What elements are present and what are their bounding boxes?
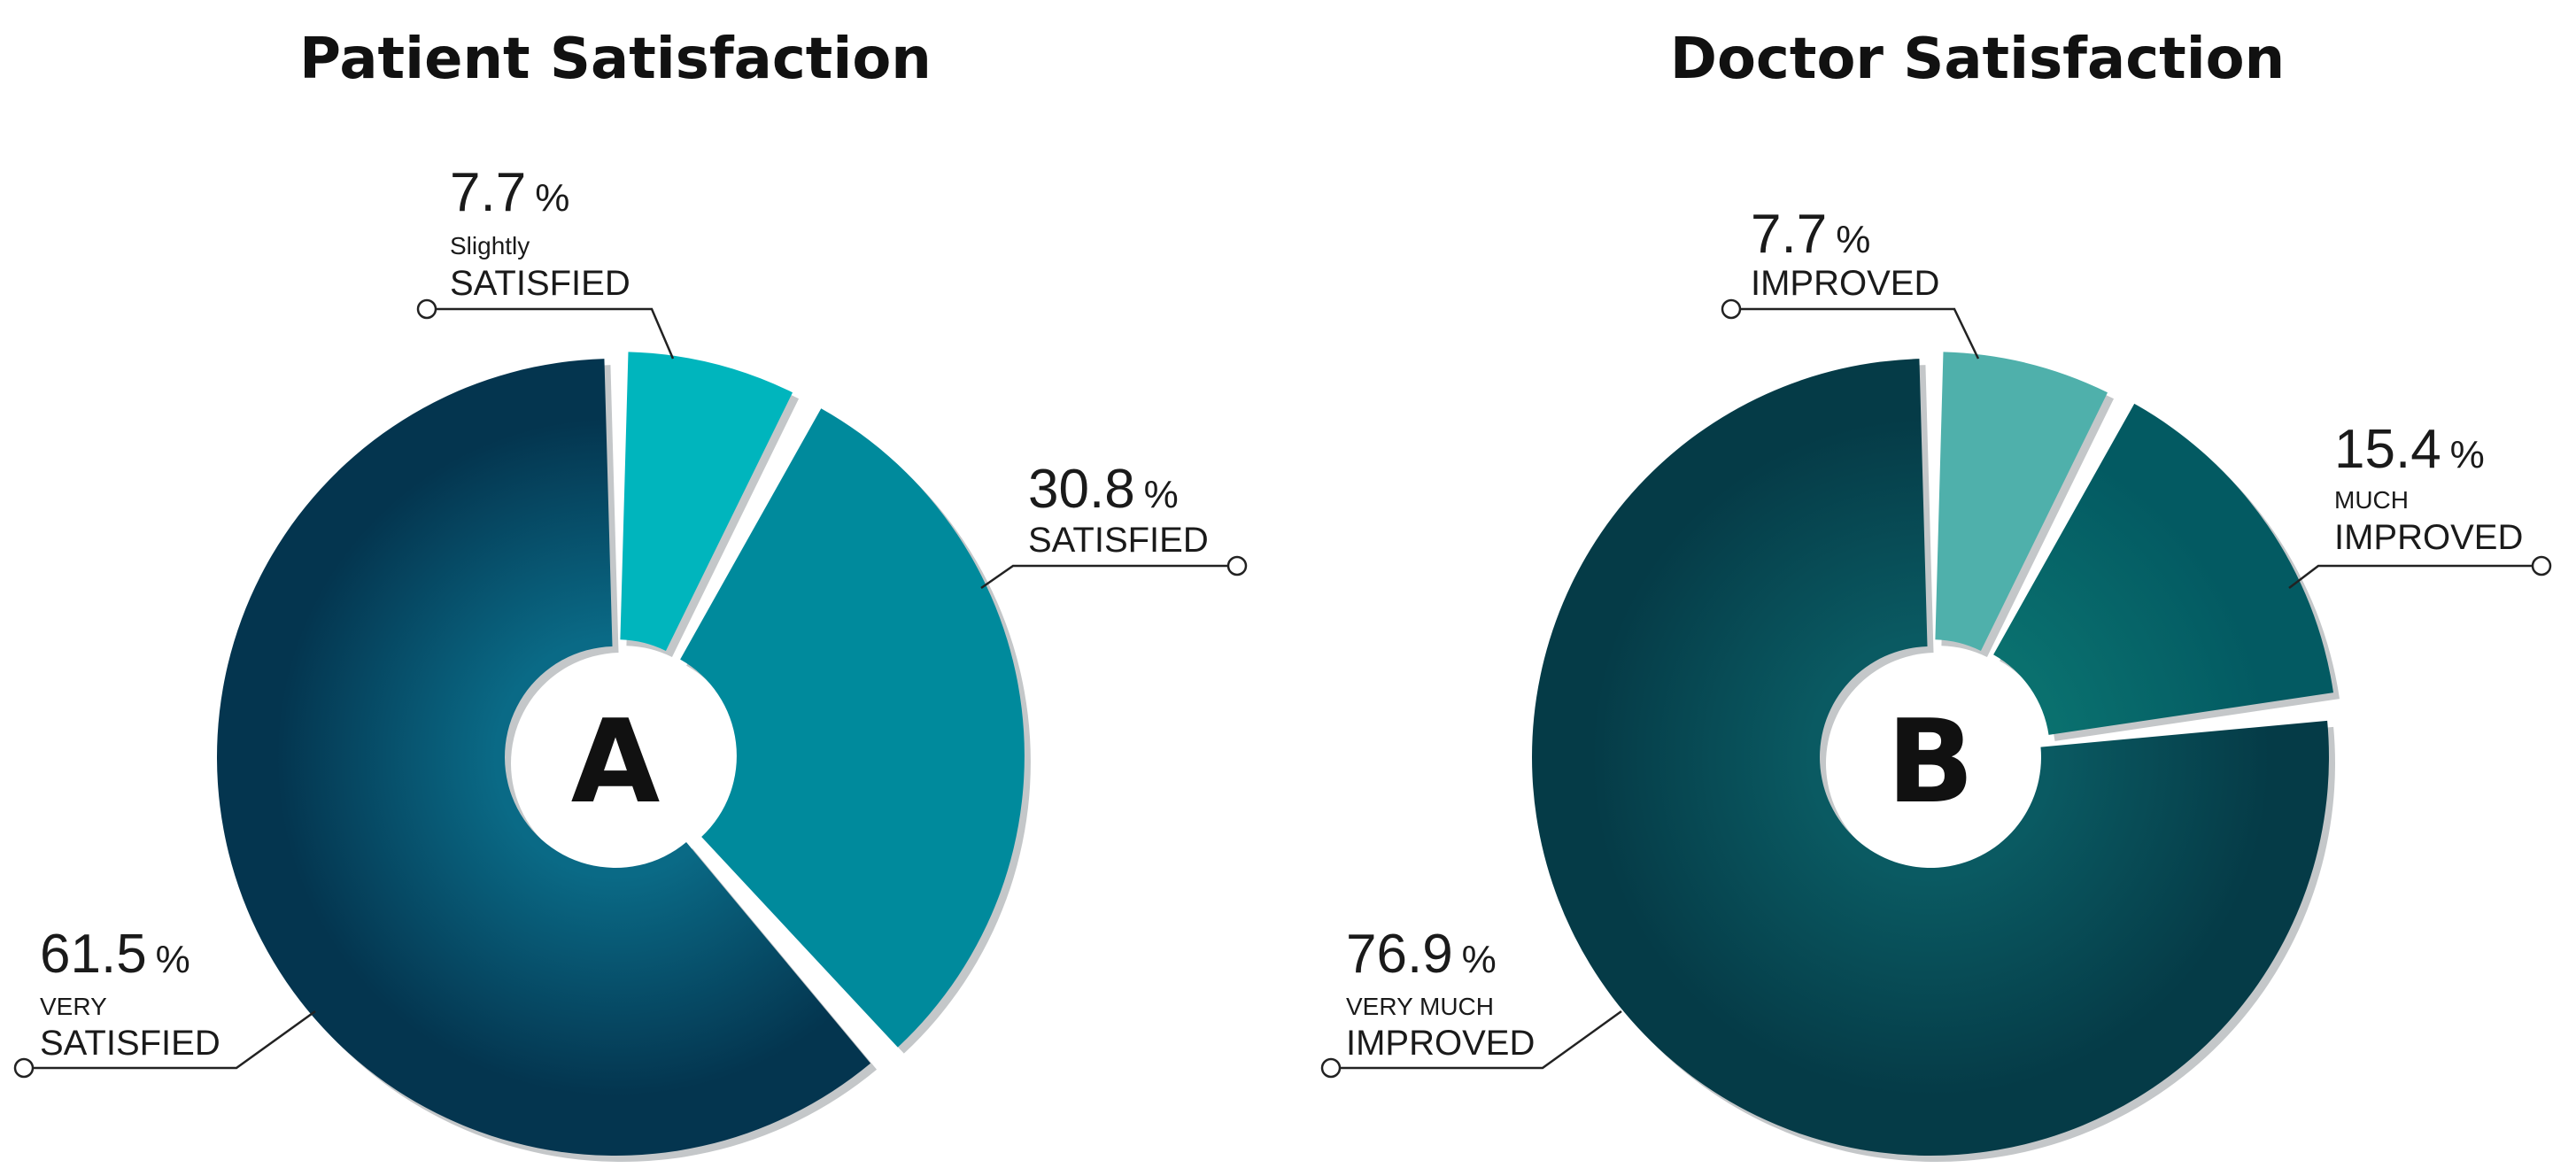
center-label: B	[1886, 694, 1974, 829]
label-big: IMPROVED	[2334, 518, 2523, 557]
leader-line	[980, 564, 1237, 590]
svg-text:76.9%: 76.9%	[1346, 924, 1497, 985]
svg-text:7.7%: 7.7%	[1751, 204, 1870, 265]
pct-unit: %	[156, 938, 190, 981]
pct-value: 61.5	[40, 924, 147, 985]
patient-satisfaction-chart: Patient Satisfaction A 7.7% Slightly SAT…	[13, 27, 1248, 1163]
chart-title: Doctor Satisfaction	[1670, 27, 2285, 92]
slice-label-improved: 7.7% IMPROVED	[1721, 204, 1980, 360]
slice-very-satisfied	[216, 359, 871, 1157]
leader-line	[1331, 1010, 1622, 1070]
label-small: Slightly	[450, 232, 530, 259]
label-big: SATISFIED	[40, 1024, 220, 1063]
chart-title: Patient Satisfaction	[299, 27, 932, 92]
doctor-satisfaction-chart: Doctor Satisfaction B 7.7% IMPROVED 15.4…	[1320, 27, 2552, 1163]
pct-unit: %	[535, 176, 569, 220]
leader-dot	[1226, 555, 1248, 576]
label-big: IMPROVED	[1346, 1024, 1535, 1063]
leader-line	[24, 1010, 316, 1070]
svg-text:7.7%: 7.7%	[450, 162, 569, 223]
label-big: IMPROVED	[1751, 264, 1939, 303]
pct-value: 76.9	[1346, 924, 1453, 985]
slice-satisfied	[680, 408, 1025, 1048]
slice-slightly-satisfied	[620, 352, 793, 651]
leader-dot	[416, 298, 437, 320]
pct-value: 7.7	[1751, 204, 1827, 265]
leader-line	[2288, 564, 2541, 589]
leader-dot	[1721, 298, 1742, 320]
label-small: MUCH	[2334, 486, 2409, 514]
svg-text:30.8%: 30.8%	[1028, 459, 1179, 520]
label-small: VERY MUCH	[1346, 993, 1494, 1020]
slice-label-very-much-improved: 76.9% VERY MUCH IMPROVED	[1320, 924, 1622, 1079]
pct-unit: %	[2450, 433, 2485, 476]
pct-value: 15.4	[2334, 419, 2441, 480]
pct-value: 30.8	[1028, 459, 1135, 520]
label-big: SATISFIED	[1028, 521, 1209, 560]
svg-text:15.4%: 15.4%	[2334, 419, 2485, 480]
label-big: SATISFIED	[450, 264, 630, 303]
leader-line	[1731, 307, 1980, 360]
pct-unit: %	[1836, 218, 1870, 261]
leader-dot	[2531, 555, 2552, 576]
center-label: A	[571, 694, 661, 829]
slice-label-slightly-satisfied: 7.7% Slightly SATISFIED	[416, 162, 675, 360]
leader-dot	[1320, 1057, 1342, 1079]
slice-improved	[1935, 352, 2108, 651]
slice-very-much-improved	[1532, 359, 2330, 1157]
pct-unit: %	[1144, 473, 1179, 516]
slice-label-very-satisfied: 61.5% VERY SATISFIED	[13, 924, 316, 1079]
label-small: VERY	[40, 993, 107, 1020]
pct-unit: %	[1462, 938, 1497, 981]
slice-label-much-improved: 15.4% MUCH IMPROVED	[2288, 419, 2552, 589]
leader-dot	[13, 1057, 35, 1079]
svg-text:61.5%: 61.5%	[40, 924, 190, 985]
slice-much-improved	[1993, 403, 2334, 735]
pct-value: 7.7	[450, 162, 526, 223]
slice-label-satisfied: 30.8% SATISFIED	[980, 459, 1248, 590]
leader-line	[427, 307, 675, 360]
